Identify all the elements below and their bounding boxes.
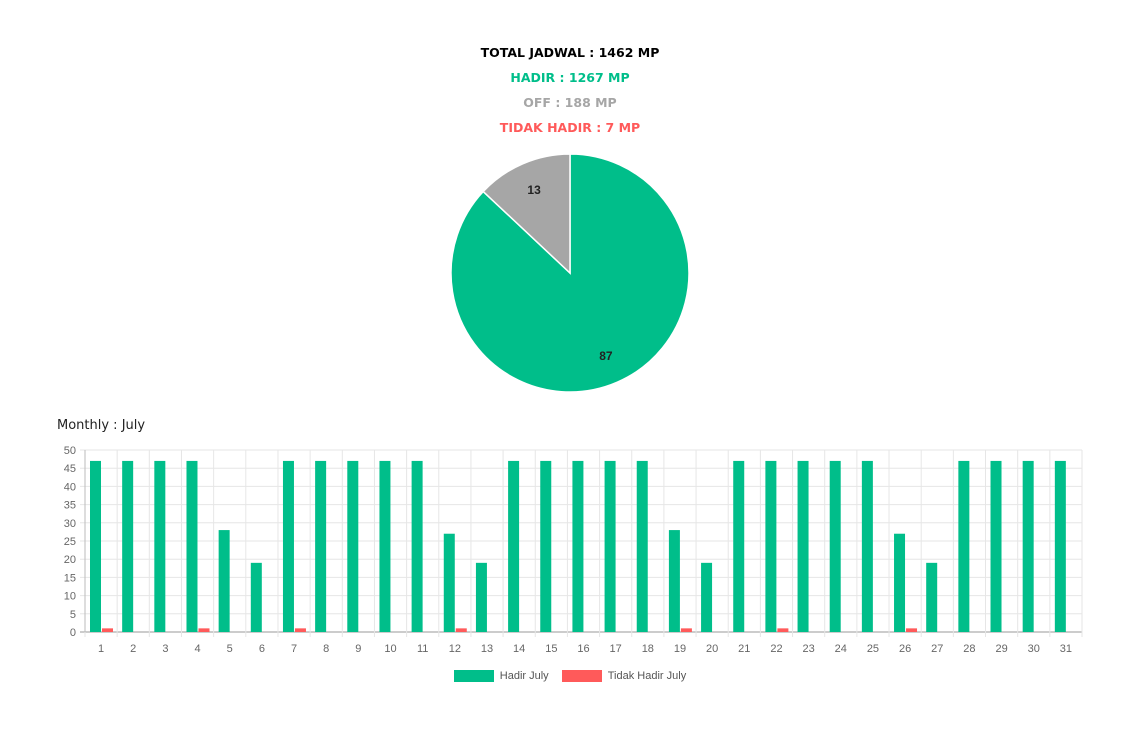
pie-slice-off[interactable] (482, 153, 571, 275)
bar-hadir-18[interactable] (636, 460, 648, 632)
x-tick-label: 29 (995, 643, 1007, 655)
off-label: OFF : 188 MP (523, 95, 617, 110)
bar-hadir-2[interactable] (122, 460, 134, 632)
pie-label-hadir: 87 (599, 349, 613, 363)
legend-label-tidak-hadir: Tidak Hadir July (607, 670, 687, 682)
bar-hadir-20[interactable] (701, 562, 713, 632)
bar-hadir-19[interactable] (668, 530, 680, 632)
x-tick-label: 4 (195, 643, 201, 655)
hadir-label: HADIR : 1267 MP (510, 70, 630, 85)
x-tick-label: 12 (449, 643, 461, 655)
bar-chart-legend: Hadir July Tidak Hadir July (0, 670, 1140, 685)
x-tick-label: 20 (706, 643, 718, 655)
monthly-title: Monthly : July (57, 418, 146, 433)
bar-hadir-8[interactable] (315, 460, 327, 632)
x-tick-label: 30 (1028, 643, 1040, 655)
x-tick-label: 10 (384, 643, 396, 655)
bar-hadir-31[interactable] (1054, 460, 1066, 632)
x-tick-label: 3 (162, 643, 168, 655)
bar-tidak-hadir-19[interactable] (680, 628, 692, 632)
bar-hadir-4[interactable] (186, 460, 198, 632)
x-tick-label: 2 (130, 643, 136, 655)
x-tick-label: 31 (1060, 643, 1072, 655)
x-tick-label: 8 (323, 643, 329, 655)
bar-hadir-29[interactable] (990, 460, 1002, 632)
x-tick-label: 26 (899, 643, 911, 655)
pie-slice-hadir[interactable] (450, 153, 690, 393)
bar-hadir-17[interactable] (604, 460, 616, 632)
bar-hadir-13[interactable] (475, 562, 487, 632)
bar-hadir-11[interactable] (411, 460, 423, 632)
y-tick-label: 15 (64, 572, 76, 584)
x-tick-label: 11 (417, 643, 428, 655)
x-tick-label: 6 (259, 643, 265, 655)
legend-item-hadir[interactable]: Hadir July (453, 670, 549, 682)
x-tick-label: 9 (355, 643, 361, 655)
x-tick-label: 24 (835, 643, 847, 655)
y-tick-label: 25 (64, 536, 76, 548)
bar-tidak-hadir-4[interactable] (198, 628, 210, 632)
x-tick-label: 1 (98, 643, 104, 655)
bar-hadir-22[interactable] (765, 460, 777, 632)
x-tick-label: 16 (577, 643, 589, 655)
bar-hadir-21[interactable] (733, 460, 745, 632)
x-tick-label: 27 (931, 643, 943, 655)
bar-hadir-24[interactable] (829, 460, 841, 632)
y-tick-label: 0 (70, 627, 76, 639)
x-tick-label: 17 (610, 643, 622, 655)
bar-hadir-23[interactable] (797, 460, 809, 632)
legend-item-tidak-hadir[interactable]: Tidak Hadir July (561, 670, 687, 682)
x-tick-label: 5 (227, 643, 233, 655)
bar-hadir-7[interactable] (282, 460, 294, 632)
bar-hadir-25[interactable] (861, 460, 873, 632)
bar-tidak-hadir-22[interactable] (777, 628, 789, 632)
bar-hadir-1[interactable] (90, 460, 101, 632)
x-tick-label: 21 (738, 643, 750, 655)
attendance-pie-chart: 87 13 (450, 153, 690, 393)
x-tick-label: 14 (513, 643, 525, 655)
x-tick-label: 23 (803, 643, 815, 655)
x-tick-label: 13 (481, 643, 493, 655)
bar-tidak-hadir-26[interactable] (906, 628, 918, 632)
tidak-hadir-label: TIDAK HADIR : 7 MP (499, 120, 641, 135)
bar-hadir-10[interactable] (379, 460, 391, 632)
x-tick-label: 22 (770, 643, 782, 655)
bar-tidak-hadir-1[interactable] (102, 628, 113, 632)
bar-hadir-26[interactable] (894, 533, 906, 632)
x-tick-label: 18 (642, 643, 654, 655)
bar-hadir-6[interactable] (250, 562, 262, 632)
x-tick-label: 7 (291, 643, 297, 655)
bar-hadir-30[interactable] (1022, 460, 1034, 632)
bar-hadir-16[interactable] (572, 460, 584, 632)
y-tick-label: 30 (64, 518, 76, 530)
y-tick-label: 45 (64, 463, 76, 475)
bar-hadir-5[interactable] (218, 530, 230, 632)
bar-hadir-3[interactable] (154, 460, 166, 632)
x-tick-label: 15 (545, 643, 557, 655)
bar-hadir-15[interactable] (540, 460, 552, 632)
y-tick-label: 10 (64, 591, 76, 603)
bar-hadir-27[interactable] (926, 562, 938, 632)
legend-swatch-hadir (453, 670, 494, 682)
x-tick-label: 19 (674, 643, 686, 655)
summary-block: TOTAL JADWAL : 1462 MP HADIR : 1267 MP O… (0, 44, 1140, 144)
bar-tidak-hadir-12[interactable] (455, 628, 467, 632)
bar-tidak-hadir-7[interactable] (294, 628, 306, 632)
bar-hadir-9[interactable] (347, 460, 359, 632)
legend-swatch-tidak-hadir (561, 670, 602, 682)
x-tick-label: 28 (963, 643, 975, 655)
pie-label-off: 13 (527, 183, 541, 197)
y-tick-label: 20 (64, 554, 76, 566)
x-tick-label: 25 (867, 643, 879, 655)
y-tick-label: 5 (70, 609, 76, 621)
bar-hadir-14[interactable] (508, 460, 520, 632)
bar-hadir-28[interactable] (958, 460, 970, 632)
y-tick-label: 40 (64, 481, 76, 493)
total-jadwal-label: TOTAL JADWAL : 1462 MP (480, 45, 660, 60)
bar-hadir-12[interactable] (443, 533, 455, 632)
legend-label-hadir: Hadir July (499, 670, 549, 682)
y-tick-label: 35 (64, 500, 76, 512)
y-tick-label: 50 (64, 445, 76, 457)
